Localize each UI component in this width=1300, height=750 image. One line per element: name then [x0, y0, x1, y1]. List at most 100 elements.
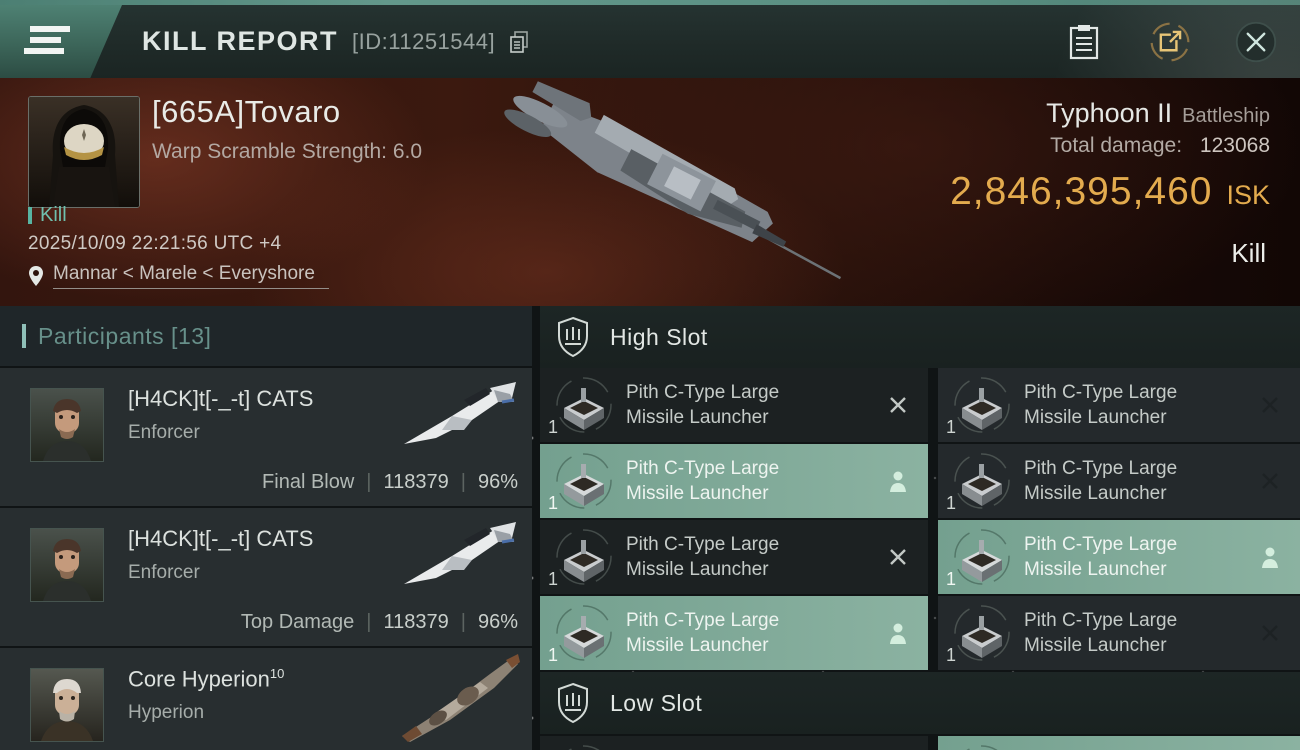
participant-ship-name: Hyperion: [128, 702, 205, 723]
participant-row[interactable]: [H4CK]t[-_-t] CATS Enforcer Final Blow |…: [0, 368, 532, 506]
isk-total: 2,846,395,460 ISK: [950, 170, 1270, 214]
location-pin-icon: [29, 266, 43, 286]
module-qty: 1: [548, 493, 559, 513]
warp-scramble-strength: Warp Scramble Strength: 6.0: [152, 140, 423, 163]
victim-avatar[interactable]: [28, 96, 140, 208]
fitting-panel: High Slot 1 Pith C-Type Large Missile Lau…: [540, 306, 1300, 750]
high-slot-item[interactable]: 1 Pith C-Type Large Missile Launcher: [938, 444, 1300, 518]
enforcer-ship-image: [404, 522, 516, 584]
slot-shield-icon: [558, 316, 588, 358]
top-bar-actions: [1062, 5, 1278, 78]
participant-ship-name: Enforcer: [128, 562, 200, 583]
module-qty: 1: [548, 569, 559, 589]
slot-shield-icon: [558, 682, 588, 724]
high-slot-item[interactable]: 1 Pith C-Type Large Missile Launcher: [938, 596, 1300, 670]
victim-ship: Typhoon II Battleship: [1046, 98, 1270, 129]
participant-stat-row: Final Blow | 118379 | 96%: [262, 471, 518, 494]
report-id: [ID:11251544]: [352, 28, 496, 54]
share-button[interactable]: [1148, 20, 1192, 64]
location-breadcrumb: Mannar < Marele < Everyshore: [53, 263, 329, 289]
report-log-button[interactable]: [1062, 20, 1106, 64]
hooded-figure-portrait: [29, 97, 139, 207]
hyperion-ship-image: [402, 654, 520, 742]
station-glow: [880, 0, 1300, 78]
module-qty: 1: [946, 645, 957, 665]
participant-row[interactable]: Core Hyperion10 Hyperion: [0, 648, 532, 750]
high-slot-item[interactable]: 1 Pith C-Type Large Missile Launcher: [938, 368, 1300, 442]
victim-ship-class: Battleship: [1182, 105, 1270, 127]
participants-header: Participants [13]: [0, 306, 532, 366]
menu-button[interactable]: [22, 22, 74, 58]
location-link[interactable]: Mannar < Marele < Everyshore: [28, 263, 329, 289]
participants-title: Participants [13]: [38, 322, 212, 349]
victim-name: [665A]Tovaro: [152, 94, 341, 129]
kill-timestamp: 2025/10/09 22:21:56 UTC +4: [28, 233, 282, 254]
stat-separator: |: [460, 611, 466, 633]
stat-damage: 118379: [383, 611, 449, 633]
stat-percent: 96%: [477, 611, 518, 633]
high-slot-item[interactable]: 1 Pith C-Type Large Missile Launcher: [540, 596, 928, 670]
module-icon: 1: [938, 444, 1024, 518]
copy-id-icon[interactable]: [509, 30, 529, 54]
module-qty: 1: [548, 417, 559, 437]
module-icon: 1: [938, 736, 1024, 750]
destroyed-x-icon: [1262, 473, 1278, 489]
dropped-person-icon: [1262, 547, 1278, 568]
kill-badge-bar: [28, 207, 32, 224]
isk-unit: ISK: [1226, 180, 1270, 210]
low-slot-header: Low Slot: [540, 672, 1300, 734]
total-damage-label: Total damage:: [1050, 134, 1183, 157]
module-icon: 1: [938, 596, 1024, 670]
page-title: KILL REPORT: [142, 26, 339, 56]
destroyed-x-icon: [890, 549, 906, 565]
participant-count-sup: 10: [269, 666, 285, 681]
typhoon-ship-image: [504, 81, 842, 280]
participant-avatar: [30, 388, 104, 462]
total-damage: Total damage: 123068: [1050, 134, 1270, 158]
total-damage-value: 123068: [1199, 134, 1270, 157]
high-slot-header: High Slot: [540, 306, 1300, 368]
dropped-person-icon: [890, 623, 906, 644]
module-icon: 1: [540, 736, 626, 750]
stat-separator: |: [366, 611, 372, 633]
high-slot-item[interactable]: 1 Pith C-Type Large Missile Launcher: [540, 520, 928, 594]
destroyed-x-icon: [1262, 397, 1278, 413]
module-qty: 1: [548, 645, 559, 665]
high-slot-title: High Slot: [610, 323, 708, 350]
stat-separator: |: [366, 471, 372, 493]
title-bar: KILL REPORT [ID:11251544]: [142, 5, 529, 78]
high-slot-item[interactable]: 1 Pith C-Type Large Missile Launcher: [540, 368, 928, 442]
low-slot-title: Low Slot: [610, 689, 703, 716]
high-slot-grid: 1 Pith C-Type Large Missile Launcher 1: [540, 368, 1300, 670]
participant-name: [H4CK]t[-_-t] CATS: [128, 526, 314, 551]
participant-row[interactable]: [H4CK]t[-_-t] CATS Enforcer Top Damage |…: [0, 508, 532, 646]
low-slot-item[interactable]: 1 Pith C-Type: [540, 736, 928, 750]
victim-ship-name: Typhoon II: [1046, 98, 1173, 128]
module-icon: 1: [938, 368, 1024, 442]
module-qty: 1: [946, 417, 957, 437]
module-qty: 1: [946, 569, 957, 589]
participant-avatar: [30, 668, 104, 742]
participants-header-bar: [22, 324, 26, 348]
high-slot-item[interactable]: 1 Pith C-Type Large Missile Launcher: [938, 520, 1300, 594]
stat-percent: 96%: [477, 471, 518, 493]
stat-damage: 118379: [383, 471, 449, 493]
module-icon: 1: [540, 520, 626, 594]
participant-name: [H4CK]t[-_-t] CATS: [128, 386, 314, 411]
stat-label: Final Blow: [262, 471, 355, 493]
clipboard-icon: [1069, 24, 1099, 59]
module-icon: 1: [540, 368, 626, 442]
victim-header: [665A]Tovaro Warp Scramble Strength: 6.0…: [0, 78, 1300, 306]
module-label: Pith C-Type Large Missile Launcher: [626, 458, 780, 504]
module-icon: 1: [938, 520, 1024, 594]
high-slot-item[interactable]: 1 Pith C-Type Large Missile Launcher: [540, 444, 928, 518]
kill-result-label: Kill: [1231, 238, 1266, 268]
kill-badge-label: Kill: [40, 204, 67, 226]
participant-avatar: [30, 528, 104, 602]
close-button[interactable]: [1234, 20, 1278, 64]
share-icon: [1150, 22, 1190, 61]
dropped-person-icon: [890, 471, 906, 492]
low-slot-item[interactable]: 1 Adaptive: [938, 736, 1300, 750]
module-icon: 1: [540, 444, 626, 518]
